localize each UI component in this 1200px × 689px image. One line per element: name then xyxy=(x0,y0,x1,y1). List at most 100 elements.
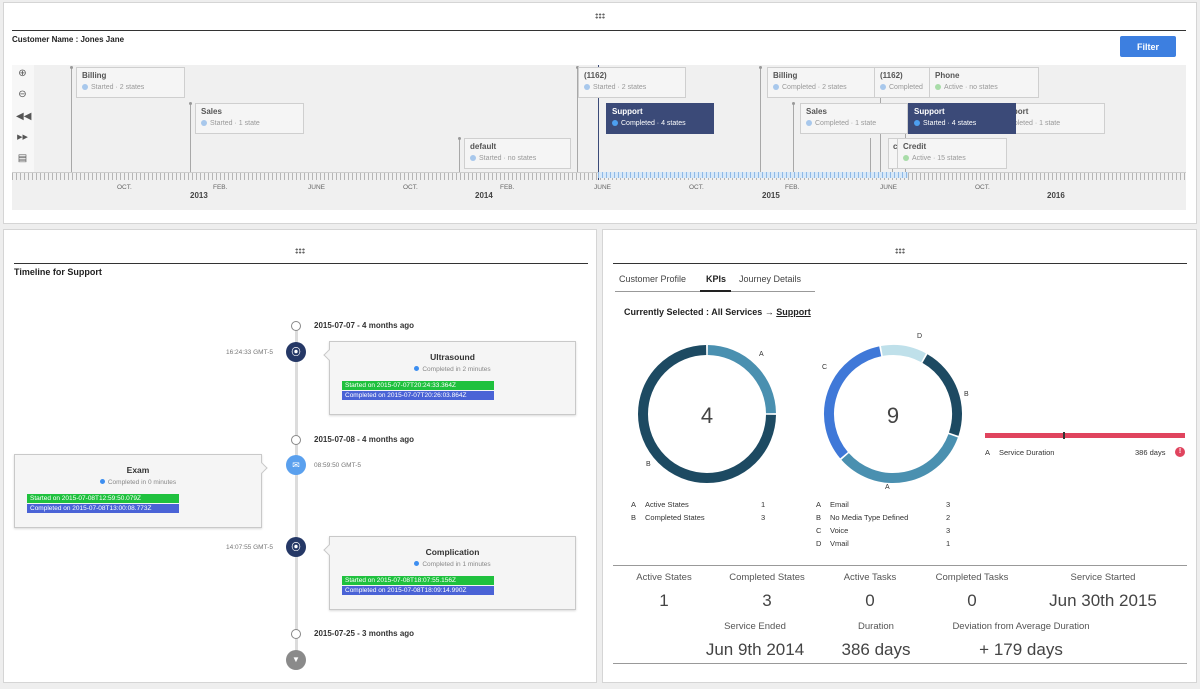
donut-slice[interactable] xyxy=(922,354,962,436)
legend-name: Service Duration xyxy=(999,448,1055,457)
timeline-event[interactable]: (1162) Started · 2 states xyxy=(578,67,686,98)
completed-badge: Completed on 2015-07-08T18:09:14.990Z xyxy=(342,586,494,595)
status-dot-icon xyxy=(414,561,420,566)
started-badge: Started on 2015-07-08T18:07:55.156Z xyxy=(342,576,494,585)
service-duration-bar xyxy=(985,432,1185,439)
donut-slice-label: B xyxy=(964,391,969,398)
timeline-event[interactable]: pport mpleted · 1 state xyxy=(1002,103,1105,134)
event-title: Billing xyxy=(82,71,107,80)
status-dot-icon xyxy=(773,84,779,90)
service-timeline-panel: Timeline for Support 2015-07-07 - 4 mont… xyxy=(3,229,597,683)
states-donut-chart: 4 xyxy=(638,345,776,483)
status-dot-icon xyxy=(470,155,476,161)
event-status: Completed · 1 state xyxy=(815,120,877,127)
selection-link[interactable]: Support xyxy=(776,307,811,317)
filter-button[interactable]: Filter xyxy=(1120,36,1176,57)
date-heading: 2015-07-25 - 3 months ago xyxy=(314,629,415,638)
timeline-event-selected[interactable]: Support Completed · 4 states xyxy=(606,103,714,134)
timeline-event[interactable]: default Started · no states xyxy=(464,138,571,169)
donut-slice[interactable] xyxy=(880,345,926,363)
donut-slice-label: A xyxy=(885,484,890,491)
event-status: Completed xyxy=(889,84,923,91)
active-tab-indicator xyxy=(700,290,731,292)
donut-slice[interactable] xyxy=(638,345,776,483)
legend-name: Voice xyxy=(830,526,849,535)
event-card[interactable]: Ultrasound Completed in 2 minutes Starte… xyxy=(323,341,576,415)
journey-timeline[interactable]: ⊕ ⊖ ◀◀ ▶▶ ▤ Billing Started · 2 states S xyxy=(12,65,1186,210)
status-dot-icon xyxy=(99,479,105,484)
timeline-event[interactable]: Credit Active · 15 states xyxy=(897,138,1007,169)
tab-bar: Customer Profile KPIs Journey Details xyxy=(615,274,815,290)
timeline-event[interactable]: Billing Completed · 2 states xyxy=(767,67,875,98)
panel-title: Timeline for Support xyxy=(14,267,102,277)
card-status: Completed in 2 minutes xyxy=(422,366,491,373)
legend-value: 1 xyxy=(761,500,766,509)
donut-slice[interactable] xyxy=(707,345,776,414)
status-dot-icon xyxy=(806,120,812,126)
event-stem xyxy=(870,138,871,172)
drag-handle-icon[interactable] xyxy=(595,13,605,19)
rewind-icon[interactable]: ◀◀ xyxy=(16,111,32,122)
donut-slice[interactable] xyxy=(824,346,882,459)
started-badge: Started on 2015-07-08T12:59:50.079Z xyxy=(27,494,179,503)
axis-year: 2013 xyxy=(190,191,208,200)
legend-key: D xyxy=(816,539,822,548)
timeline-event-selected[interactable]: Support Started · 4 states xyxy=(908,103,1016,134)
tab-journey-details[interactable]: Journey Details xyxy=(739,274,802,284)
legend-key: A xyxy=(816,500,822,509)
warning-icon[interactable]: ! xyxy=(1175,447,1185,457)
selected-range xyxy=(598,172,908,178)
legend-value: 3 xyxy=(946,526,951,535)
event-card[interactable]: Exam Completed in 0 minutes Started on 2… xyxy=(14,454,268,528)
customer-name: Customer Name : Jones Jane xyxy=(12,35,125,44)
card-title: Ultrasound xyxy=(430,352,475,362)
calendar-icon[interactable]: ▤ xyxy=(17,153,28,164)
tab-kpis[interactable]: KPIs xyxy=(706,274,727,284)
legend-key: B xyxy=(631,513,637,522)
axis-label: FEB. xyxy=(785,184,800,191)
event-title: Support xyxy=(914,107,945,116)
drag-handle-icon[interactable] xyxy=(894,248,905,254)
tab-customer-profile[interactable]: Customer Profile xyxy=(619,274,687,284)
zoom-out-icon[interactable]: ⊖ xyxy=(18,89,27,100)
donut-slice-label: C xyxy=(822,364,828,371)
completed-badge: Completed on 2015-07-08T13:00:08.773Z xyxy=(27,504,179,513)
fast-forward-icon[interactable]: ▶▶ xyxy=(17,134,28,141)
drag-handle-icon[interactable] xyxy=(295,248,305,254)
axis-year: 2014 xyxy=(475,191,493,200)
timeline-event[interactable]: Phone Active · no states xyxy=(929,67,1039,98)
donut-center-value: 9 xyxy=(887,403,899,428)
kpi-value: + 179 days xyxy=(979,640,1063,659)
timeline-event[interactable]: Billing Started · 2 states xyxy=(76,67,185,98)
card-status: Completed in 1 minutes xyxy=(422,561,491,568)
event-stem xyxy=(760,67,761,172)
legend-value: 1 xyxy=(946,539,951,548)
status-dot-icon xyxy=(935,84,941,90)
card-title: Complication xyxy=(425,547,480,557)
kpi-panel: Customer Profile KPIs Journey Details Cu… xyxy=(602,229,1197,683)
event-card[interactable]: Complication Completed in 1 minutes Star… xyxy=(323,536,576,610)
timeline-event[interactable]: Sales Started · 1 state xyxy=(195,103,304,134)
card-status: Completed in 0 minutes xyxy=(107,479,177,486)
status-dot-icon xyxy=(880,84,886,90)
event-stem xyxy=(459,138,460,172)
event-title: c xyxy=(893,142,898,151)
event-stem xyxy=(905,103,906,172)
timeline-cursor[interactable] xyxy=(598,65,599,180)
timeline-event[interactable]: Sales Completed · 1 state xyxy=(800,103,908,134)
status-dot-icon xyxy=(584,84,590,90)
donut-slice-label: A xyxy=(759,351,764,358)
date-heading: 2015-07-08 - 4 months ago xyxy=(314,435,415,444)
status-dot-icon xyxy=(612,120,618,126)
voice-icon[interactable]: ⦿ xyxy=(286,342,306,362)
load-more-icon[interactable]: ▼ xyxy=(286,650,306,670)
email-icon[interactable]: ✉ xyxy=(286,455,306,475)
event-status: Started · 2 states xyxy=(593,84,647,91)
event-title: Sales xyxy=(806,107,827,116)
timeline-event[interactable]: (1162) Completed xyxy=(874,67,934,98)
donut-slice[interactable] xyxy=(841,434,958,483)
timeline-spine xyxy=(295,325,298,655)
voice-icon[interactable]: ⦿ xyxy=(286,537,306,557)
zoom-in-icon[interactable]: ⊕ xyxy=(18,68,27,79)
event-title: Billing xyxy=(773,71,798,80)
